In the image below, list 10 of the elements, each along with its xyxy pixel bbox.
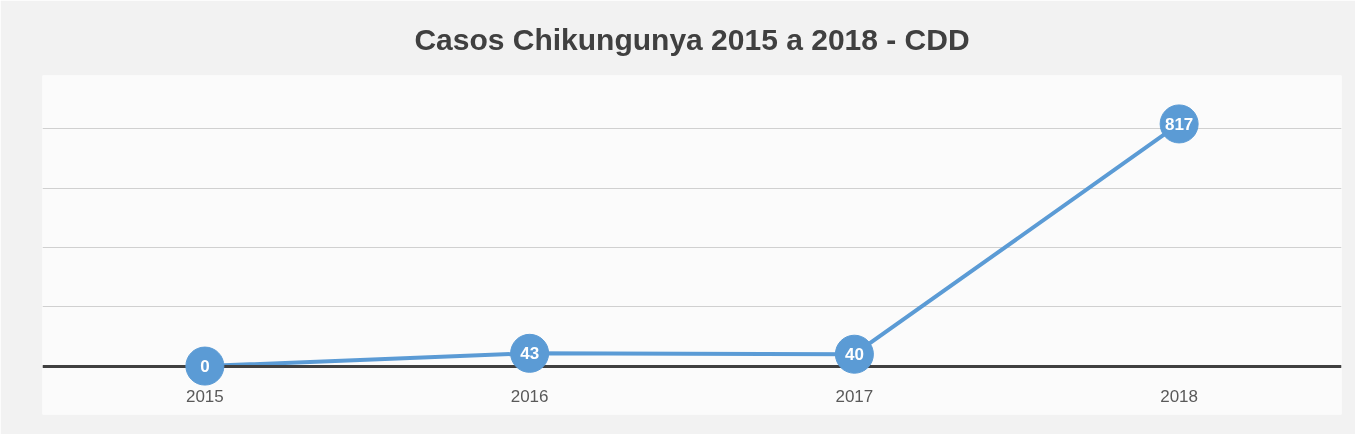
data-label: 40 <box>844 345 864 365</box>
x-tick-label: 2017 <box>835 387 874 407</box>
data-label: 43 <box>520 344 540 364</box>
x-tick-label: 2015 <box>185 387 224 407</box>
point <box>185 346 225 386</box>
chart-title: Casos Chikungunya 2015 a 2018 - CDD <box>414 22 970 56</box>
data-label: 0 <box>200 357 210 377</box>
x-tick-label: 2016 <box>510 387 549 407</box>
x-tick-label: 2018 <box>1160 387 1199 407</box>
data-label: 817 <box>1164 114 1194 134</box>
